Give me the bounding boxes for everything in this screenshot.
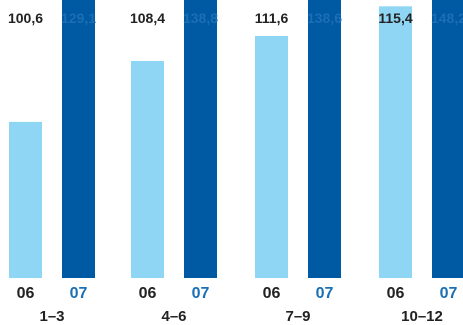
bar-group: 108,4 06 138,8 07 4–6 bbox=[130, 0, 218, 325]
bar bbox=[255, 36, 288, 278]
bar bbox=[131, 61, 164, 278]
series-tick-label: 07 bbox=[316, 285, 334, 302]
series-tick-label: 07 bbox=[440, 285, 458, 302]
series-tick-label: 06 bbox=[17, 285, 35, 302]
value-label: 100,6 bbox=[8, 10, 43, 26]
series-tick-label: 06 bbox=[387, 285, 405, 302]
group-label: 1–3 bbox=[39, 308, 64, 325]
series-tick-label: 06 bbox=[139, 285, 157, 302]
group-label: 10–12 bbox=[401, 308, 443, 325]
bar-group: 111,6 06 138,6 07 7–9 bbox=[255, 0, 342, 325]
group-label: 4–6 bbox=[161, 308, 186, 325]
series-tick-label: 07 bbox=[192, 285, 210, 302]
bar bbox=[379, 6, 412, 278]
value-label: 108,4 bbox=[130, 10, 165, 26]
value-label: 129,1 bbox=[61, 10, 96, 26]
value-label: 138,8 bbox=[183, 10, 218, 26]
value-label: 111,6 bbox=[255, 10, 289, 26]
bar bbox=[62, 0, 95, 278]
series-tick-label: 06 bbox=[263, 285, 281, 302]
bar-group: 100,6 06 129,1 07 1–3 bbox=[8, 0, 96, 325]
bar bbox=[432, 0, 463, 278]
value-label: 115,4 bbox=[378, 10, 412, 26]
bar-group: 115,4 06 148,2 07 10–12 bbox=[378, 0, 463, 325]
series-tick-label: 07 bbox=[70, 285, 88, 302]
value-label: 138,6 bbox=[307, 10, 342, 26]
bar bbox=[9, 122, 42, 278]
bar bbox=[308, 0, 341, 278]
bar bbox=[184, 0, 217, 278]
value-label: 148,2 bbox=[431, 10, 463, 26]
group-label: 7–9 bbox=[285, 308, 310, 325]
